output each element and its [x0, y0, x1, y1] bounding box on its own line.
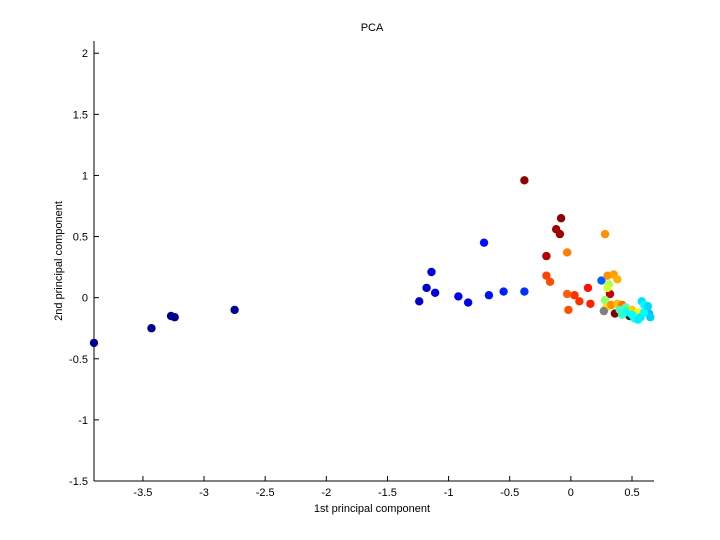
scatter-point [427, 267, 436, 277]
x-tick-label: -3 [199, 487, 209, 499]
x-tick-label: 0.5 [624, 487, 639, 499]
scatter-point [520, 287, 529, 296]
x-tick-label: -1.5 [378, 487, 397, 499]
scatter-point [562, 289, 572, 299]
y-ticks: -1.5 -1 -0.5 0 0.5 1 1.5 2 [69, 48, 99, 488]
x-tick-label: -2 [321, 487, 331, 499]
chart-title: PCA [361, 22, 384, 34]
scatter-point [147, 324, 156, 333]
scatter-point [555, 229, 565, 239]
x-ticks: -3.5 -3 -2.5 -2 -1.5 -1 -0.5 0 0.5 [133, 476, 640, 499]
y-tick-label: -0.5 [69, 354, 88, 366]
scatter-point [89, 338, 99, 348]
y-tick-label: 2 [82, 48, 88, 60]
scatter-point [463, 298, 473, 307]
x-tick-label: -3.5 [133, 487, 152, 499]
x-tick-label: -2.5 [256, 487, 275, 499]
scatter-point [564, 305, 573, 315]
scatter-point [646, 313, 655, 322]
y-tick-label: 1 [82, 170, 88, 182]
scatter-point [603, 283, 612, 293]
scatter-point [454, 292, 463, 301]
scatter-point [430, 288, 440, 297]
scatter-point [640, 308, 649, 317]
scatter-point [170, 313, 179, 322]
scatter-point [479, 238, 489, 247]
scatter-point [542, 271, 551, 280]
x-tick-label: -0.5 [500, 487, 519, 499]
scatter-point [600, 229, 610, 239]
scatter-point [600, 295, 610, 305]
scatter-point [599, 306, 609, 316]
y-tick-label: -1.5 [69, 476, 88, 488]
scatter-point [613, 275, 622, 284]
x-axis-title: 1st principal component [314, 503, 430, 515]
scatter-point [545, 277, 555, 286]
scatter-point [643, 302, 653, 311]
scatter-point [499, 287, 508, 296]
x-tick-label: -1 [444, 487, 454, 499]
scatter-point [633, 315, 643, 324]
scatter-point [520, 176, 529, 185]
scatter-points [89, 176, 655, 348]
scatter-point [562, 248, 572, 257]
scatter-point [583, 283, 593, 293]
scatter-point [586, 299, 595, 308]
scatter-point [575, 297, 584, 306]
y-axis-title: 2nd principal component [53, 201, 65, 321]
scatter-point [422, 283, 431, 293]
scatter-point [556, 214, 566, 223]
scatter-point [618, 310, 627, 319]
y-tick-label: 0 [82, 293, 88, 305]
y-tick-label: 0.5 [73, 232, 88, 244]
scatter-point [415, 297, 424, 306]
scatter-point [597, 276, 606, 285]
y-tick-label: -1 [78, 415, 88, 427]
scatter-point [627, 310, 637, 319]
x-tick-label: 0 [568, 487, 574, 499]
scatter-point [542, 251, 551, 261]
scatter-point [484, 291, 494, 300]
y-tick-label: 1.5 [73, 109, 88, 121]
scatter-point [570, 291, 579, 300]
scatter-point [230, 305, 239, 315]
